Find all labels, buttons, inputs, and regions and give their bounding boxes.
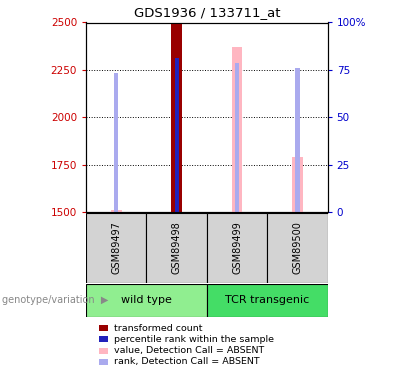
Text: transformed count: transformed count: [114, 324, 203, 333]
Text: GSM89500: GSM89500: [292, 221, 302, 274]
Text: rank, Detection Call = ABSENT: rank, Detection Call = ABSENT: [114, 357, 260, 366]
Text: GSM89499: GSM89499: [232, 222, 242, 274]
Bar: [207, 213, 267, 283]
Title: GDS1936 / 133711_at: GDS1936 / 133711_at: [134, 6, 280, 18]
Bar: [267, 213, 328, 283]
Text: percentile rank within the sample: percentile rank within the sample: [114, 335, 274, 344]
Bar: [147, 213, 207, 283]
Bar: [235, 63, 239, 212]
Bar: [207, 284, 328, 317]
Bar: [86, 213, 147, 283]
Bar: [171, 22, 182, 212]
Text: genotype/variation  ▶: genotype/variation ▶: [2, 296, 108, 305]
Text: GSM89497: GSM89497: [111, 221, 121, 274]
Bar: [175, 57, 179, 212]
Bar: [86, 284, 207, 317]
Bar: [111, 210, 122, 212]
Text: GSM89498: GSM89498: [172, 222, 182, 274]
Bar: [292, 157, 303, 212]
Text: value, Detection Call = ABSENT: value, Detection Call = ABSENT: [114, 346, 265, 355]
Bar: [231, 47, 242, 212]
Bar: [114, 73, 118, 212]
Bar: [295, 68, 299, 212]
Text: wild type: wild type: [121, 296, 172, 305]
Text: TCR transgenic: TCR transgenic: [225, 296, 310, 305]
